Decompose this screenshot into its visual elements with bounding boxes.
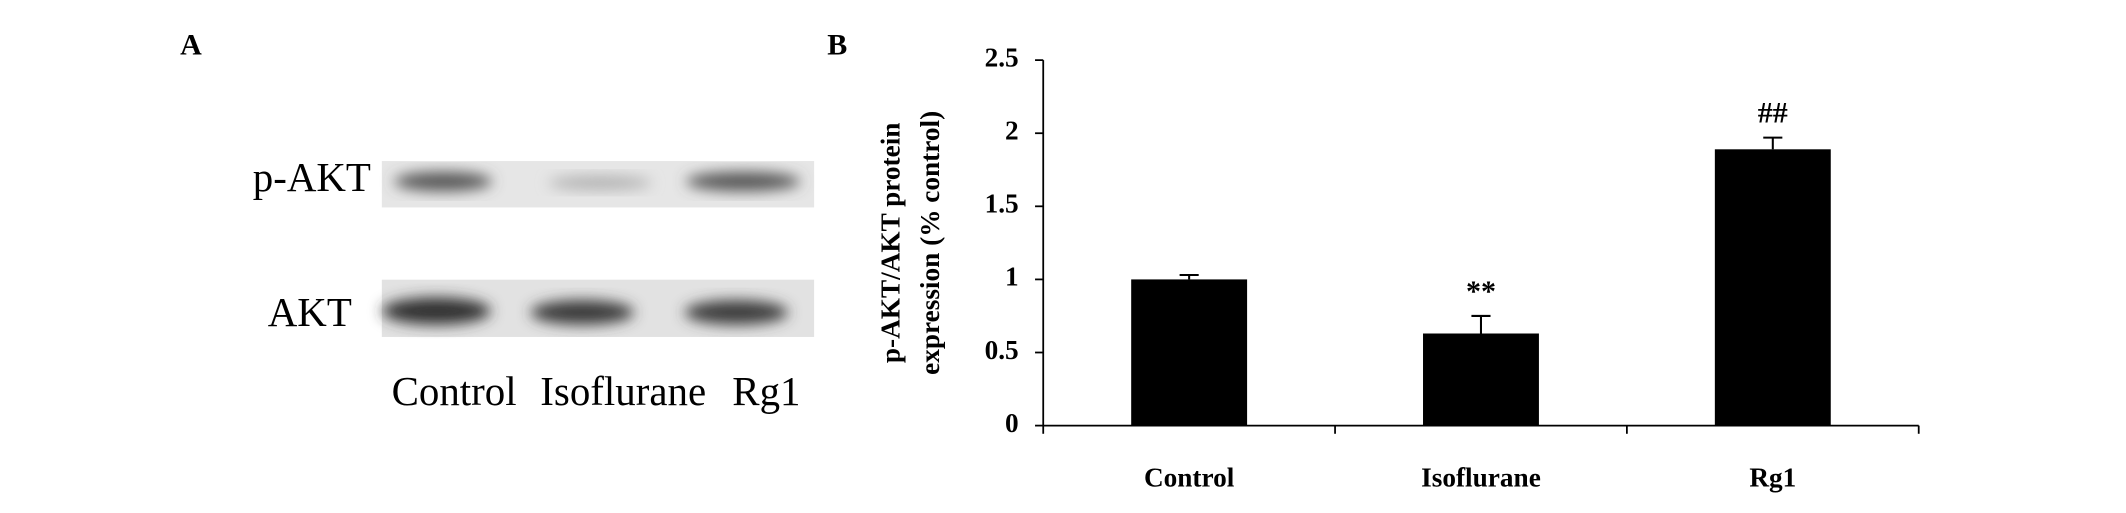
lane-label: Isoflurane bbox=[540, 369, 706, 414]
lane-label: Control bbox=[392, 369, 517, 414]
y-tick-label: 0 bbox=[1005, 408, 1019, 438]
x-tick-label: Control bbox=[1144, 462, 1235, 492]
blot-row-label: p-AKT bbox=[253, 155, 371, 200]
y-tick-label: 0.5 bbox=[985, 335, 1019, 365]
x-tick-label: Isoflurane bbox=[1421, 462, 1541, 492]
lane-label: Rg1 bbox=[732, 369, 800, 414]
panel-label: B bbox=[827, 29, 847, 62]
plot-area: 0 0.5 1 1.5 2 2.5 Control Isoflurane ** Rg1 ## bbox=[985, 42, 1920, 492]
panel-label: A bbox=[180, 29, 202, 62]
bar bbox=[1423, 333, 1539, 426]
y-tick-label: 2.5 bbox=[985, 42, 1019, 72]
y-axis-label: p-AKT/AKT protein bbox=[875, 123, 905, 364]
blot-strip bbox=[381, 279, 815, 337]
significance-label: ** bbox=[1466, 275, 1496, 308]
bar bbox=[1714, 149, 1831, 426]
x-tick-label: Rg1 bbox=[1749, 462, 1796, 492]
blot-row-label: AKT bbox=[268, 290, 352, 335]
significance-label: ## bbox=[1758, 97, 1788, 130]
y-tick-label: 2 bbox=[1005, 115, 1019, 145]
bar bbox=[1131, 279, 1248, 426]
y-tick-label: 1.5 bbox=[985, 189, 1019, 219]
y-tick-label: 1 bbox=[1005, 262, 1019, 292]
y-axis-label: expression (% control) bbox=[915, 111, 945, 375]
blot-strip bbox=[381, 161, 815, 208]
